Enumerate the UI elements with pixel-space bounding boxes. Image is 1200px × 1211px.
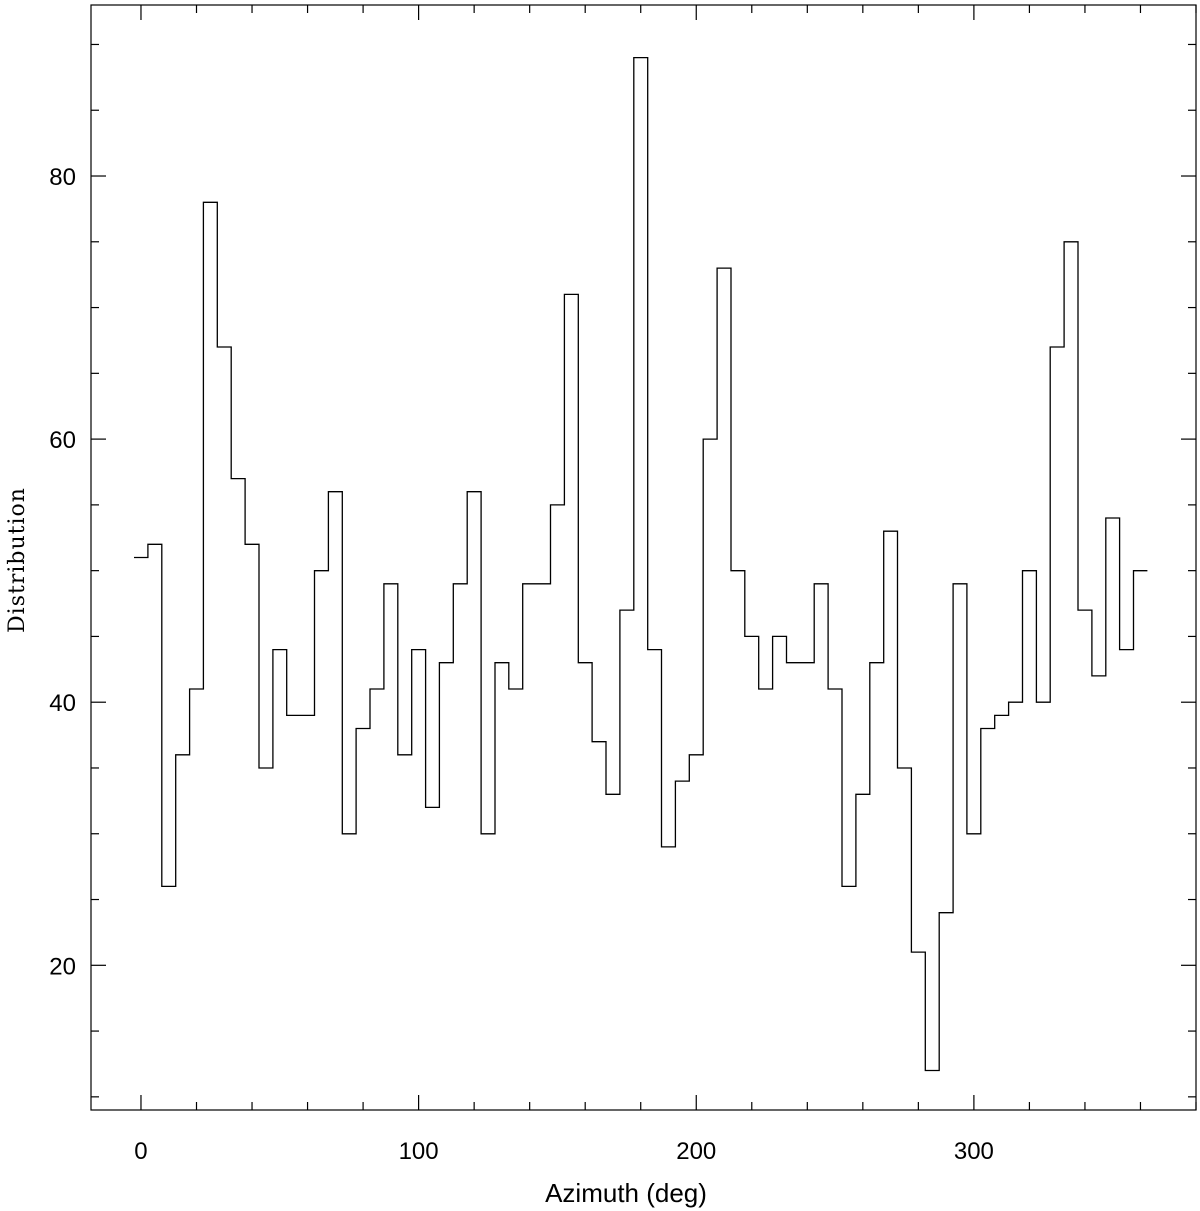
y-tick-label: 60 bbox=[49, 427, 76, 454]
axis-ticks bbox=[91, 5, 1197, 1110]
x-axis-label: Azimuth (deg) bbox=[545, 1178, 707, 1208]
axis-tick-labels: 0 100 200 300 20 40 60 80 bbox=[49, 164, 994, 1165]
y-tick-label: 20 bbox=[49, 953, 76, 980]
x-tick-label: 200 bbox=[676, 1138, 716, 1165]
x-tick-label: 0 bbox=[134, 1138, 147, 1165]
x-tick-label: 100 bbox=[399, 1138, 439, 1165]
y-tick-label: 80 bbox=[49, 164, 76, 191]
histogram-series bbox=[134, 56, 1148, 1072]
plot-frame bbox=[90, 4, 1197, 1111]
x-tick-label: 300 bbox=[954, 1138, 994, 1165]
y-axis-label: Distribution bbox=[5, 487, 30, 633]
y-tick-label: 40 bbox=[49, 690, 76, 717]
